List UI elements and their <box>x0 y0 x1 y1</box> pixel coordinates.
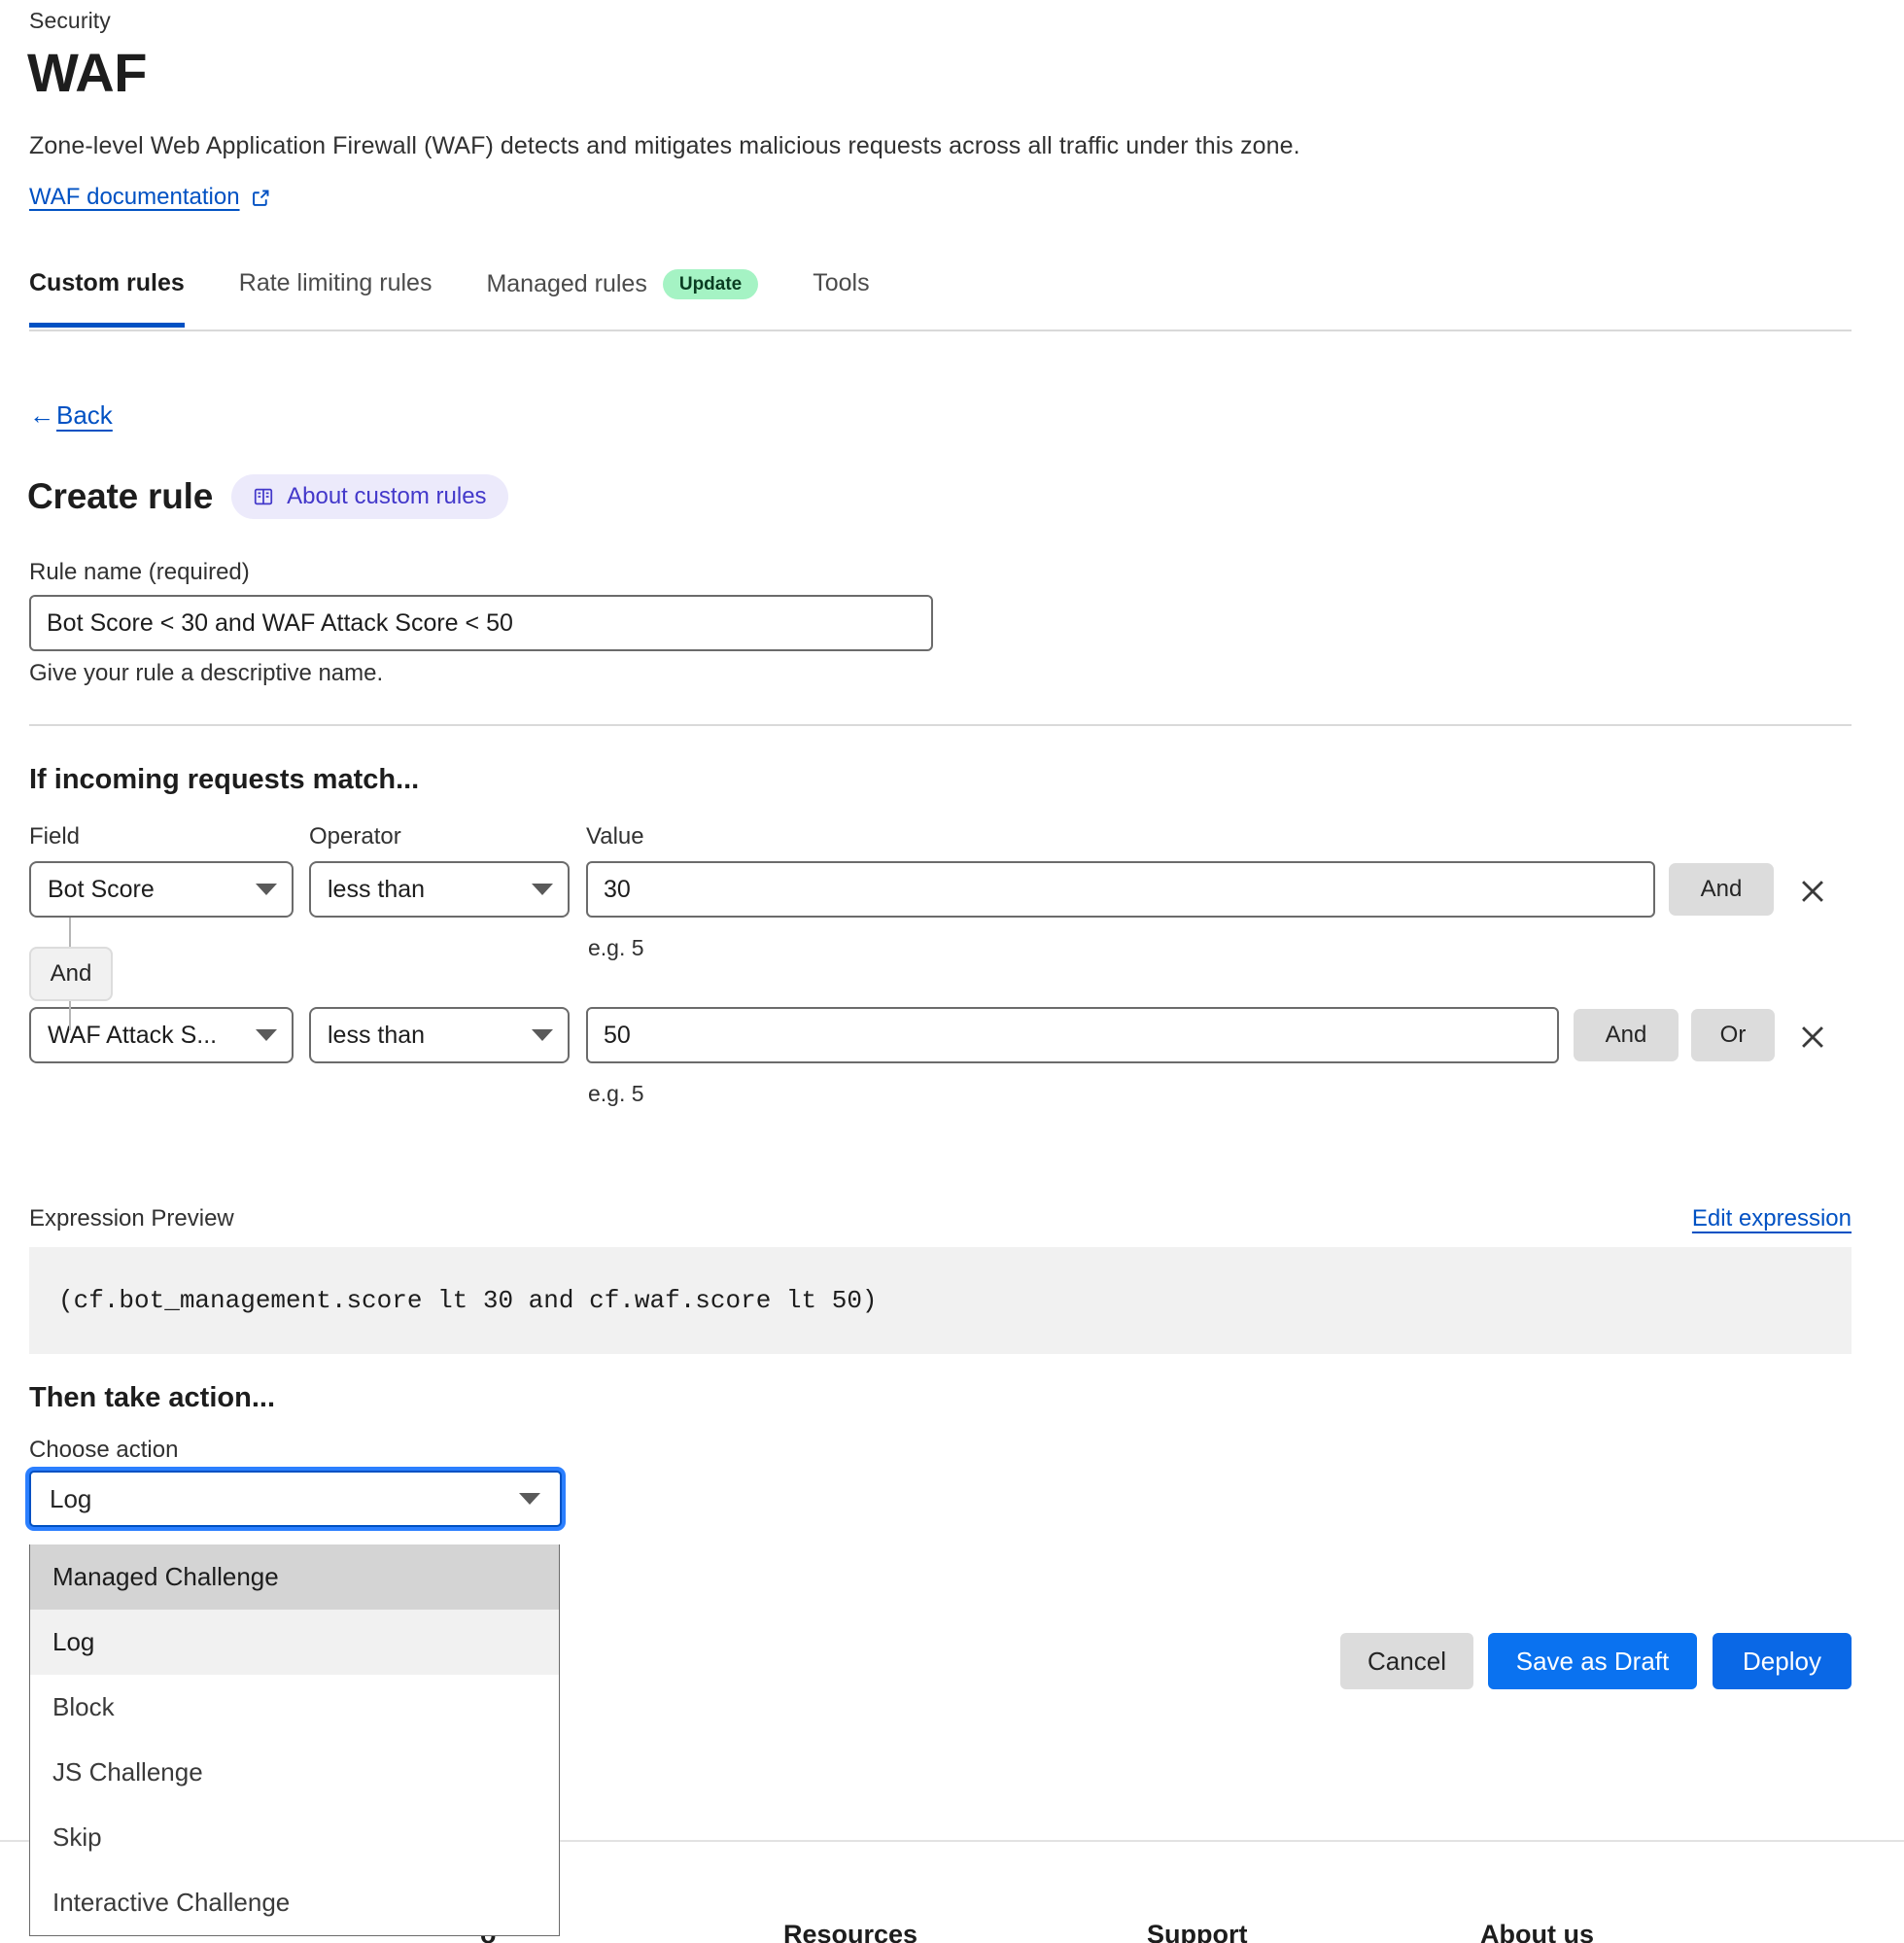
and-button-row-1[interactable]: And <box>1669 863 1774 916</box>
match-section-title: If incoming requests match... <box>29 764 420 795</box>
chevron-down-icon <box>532 884 553 895</box>
action-option-skip[interactable]: Skip <box>52 1822 102 1852</box>
footer-column-support[interactable]: Support <box>1147 1920 1248 1943</box>
field-select-row-1-value: Bot Score <box>48 875 155 903</box>
about-custom-rules-label: About custom rules <box>287 483 487 509</box>
choose-action-select[interactable]: Log <box>29 1471 562 1527</box>
expression-preview-label: Expression Preview <box>29 1205 234 1232</box>
tab-managed-rules[interactable]: Managed rules Update <box>486 263 759 325</box>
chevron-down-icon <box>519 1493 540 1505</box>
back-link[interactable]: ← Back <box>29 400 113 431</box>
chevron-down-icon <box>532 1029 553 1041</box>
choose-action-selected-value: Log <box>50 1483 92 1513</box>
value-input-row-2[interactable] <box>586 1007 1559 1063</box>
value-help-row-1: e.g. 5 <box>588 935 644 960</box>
rule-name-label: Rule name (required) <box>29 559 250 585</box>
choose-action-label: Choose action <box>29 1437 179 1463</box>
action-option-log[interactable]: Log <box>30 1610 559 1675</box>
operator-select-row-1[interactable]: less than <box>309 861 570 918</box>
footer-column-about-us[interactable]: About us <box>1480 1920 1594 1943</box>
operator-select-row-2[interactable]: less than <box>309 1007 570 1063</box>
value-input-row-1[interactable] <box>586 861 1655 918</box>
column-header-value: Value <box>586 823 644 850</box>
or-button-row-2[interactable]: Or <box>1691 1009 1775 1061</box>
remove-row-1-button[interactable] <box>1793 872 1832 911</box>
waf-documentation-label: WAF documentation <box>29 184 240 210</box>
external-link-icon <box>251 188 271 208</box>
waf-documentation-link[interactable]: WAF documentation <box>29 184 271 211</box>
row-conjunction-and[interactable]: And <box>29 947 113 1001</box>
and-connector-top <box>69 918 71 951</box>
field-select-row-2-value: WAF Attack S... <box>48 1021 218 1049</box>
tab-rate-limiting-rules[interactable]: Rate limiting rules <box>239 263 433 323</box>
action-option-block[interactable]: Block <box>52 1692 115 1721</box>
footer-column-resources[interactable]: Resources <box>783 1920 918 1943</box>
choose-action-dropdown: Managed Challenge Log Block JS Challenge… <box>29 1544 560 1936</box>
rule-name-input[interactable] <box>29 595 933 651</box>
deploy-button[interactable]: Deploy <box>1713 1633 1852 1689</box>
column-header-field: Field <box>29 823 81 850</box>
breadcrumb: Security <box>29 8 111 33</box>
column-header-operator: Operator <box>309 823 401 850</box>
tab-rate-limiting-rules-label: Rate limiting rules <box>238 269 433 296</box>
expression-preview-box: (cf.bot_management.score lt 30 and cf.wa… <box>29 1247 1852 1354</box>
action-section-title: Then take action... <box>29 1382 275 1413</box>
cancel-button[interactable]: Cancel <box>1340 1633 1473 1689</box>
tab-custom-rules-label: Custom rules <box>29 269 185 296</box>
action-option-interactive-challenge[interactable]: Interactive Challenge <box>52 1888 291 1917</box>
tab-tools[interactable]: Tools <box>813 263 869 323</box>
field-select-row-2[interactable]: WAF Attack S... <box>29 1007 294 1063</box>
expression-preview-text: (cf.bot_management.score lt 30 and cf.wa… <box>58 1286 878 1315</box>
field-select-row-1[interactable]: Bot Score <box>29 861 294 918</box>
edit-expression-link[interactable]: Edit expression <box>1691 1205 1852 1232</box>
page-title: WAF <box>27 42 147 103</box>
back-link-label: Back <box>56 400 113 430</box>
chevron-down-icon <box>256 884 277 895</box>
and-button-row-2[interactable]: And <box>1574 1009 1679 1061</box>
chevron-down-icon <box>256 1029 277 1041</box>
rule-name-help-text: Give your rule a descriptive name. <box>29 660 384 686</box>
remove-row-2-button[interactable] <box>1793 1018 1832 1057</box>
operator-select-row-1-value: less than <box>328 875 426 903</box>
value-help-row-2: e.g. 5 <box>588 1081 644 1106</box>
footer-divider <box>0 1840 1904 1842</box>
tab-managed-rules-label: Managed rules <box>486 270 647 297</box>
managed-rules-update-badge: Update <box>662 269 759 299</box>
page-description: Zone-level Web Application Firewall (WAF… <box>29 132 1300 159</box>
create-rule-title: Create rule <box>27 476 214 516</box>
action-option-managed-challenge[interactable]: Managed Challenge <box>30 1544 559 1610</box>
book-icon <box>253 486 274 507</box>
section-divider <box>29 724 1852 726</box>
save-as-draft-button[interactable]: Save as Draft <box>1488 1633 1697 1689</box>
operator-select-row-2-value: less than <box>328 1021 426 1049</box>
create-rule-header: Create rule About custom rules <box>27 474 508 519</box>
waf-tabs: Custom rules Rate limiting rules Managed… <box>29 263 1852 331</box>
tab-custom-rules[interactable]: Custom rules <box>29 263 185 328</box>
about-custom-rules-pill[interactable]: About custom rules <box>231 474 508 519</box>
and-connector-bottom <box>69 997 71 1030</box>
action-option-js-challenge[interactable]: JS Challenge <box>52 1757 203 1787</box>
tab-tools-label: Tools <box>813 269 870 296</box>
arrow-left-icon: ← <box>29 400 54 430</box>
